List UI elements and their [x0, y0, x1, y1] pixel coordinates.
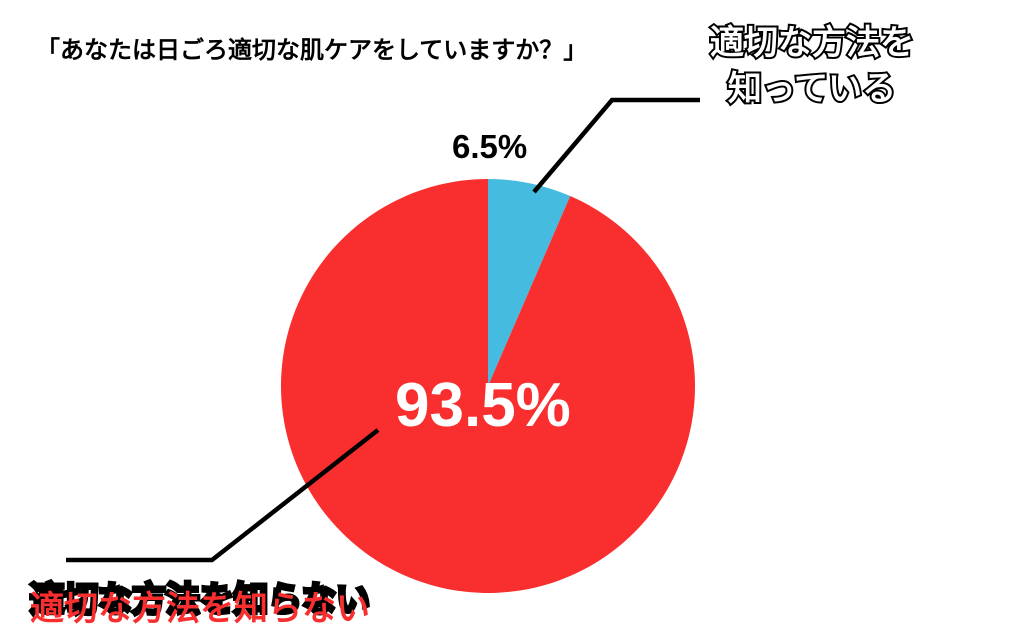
label-know-line2: 知っている知っている [682, 66, 942, 112]
leader-line-know [534, 100, 700, 192]
percent-small: 6.5% [452, 128, 527, 166]
label-know-line1: 適切な方法を適切な方法を [682, 20, 942, 66]
label-know: 適切な方法を適切な方法を 知っている知っている [682, 20, 942, 112]
label-notknow: 適切な方法を知らない適切な方法を知らない [30, 572, 370, 621]
percent-big: 93.5% [395, 370, 571, 441]
chart-stage: { "chart": { "type": "pie", "title": "「あ… [0, 0, 1024, 633]
label-notknow-text: 適切な方法を知らない適切な方法を知らない [30, 581, 370, 619]
